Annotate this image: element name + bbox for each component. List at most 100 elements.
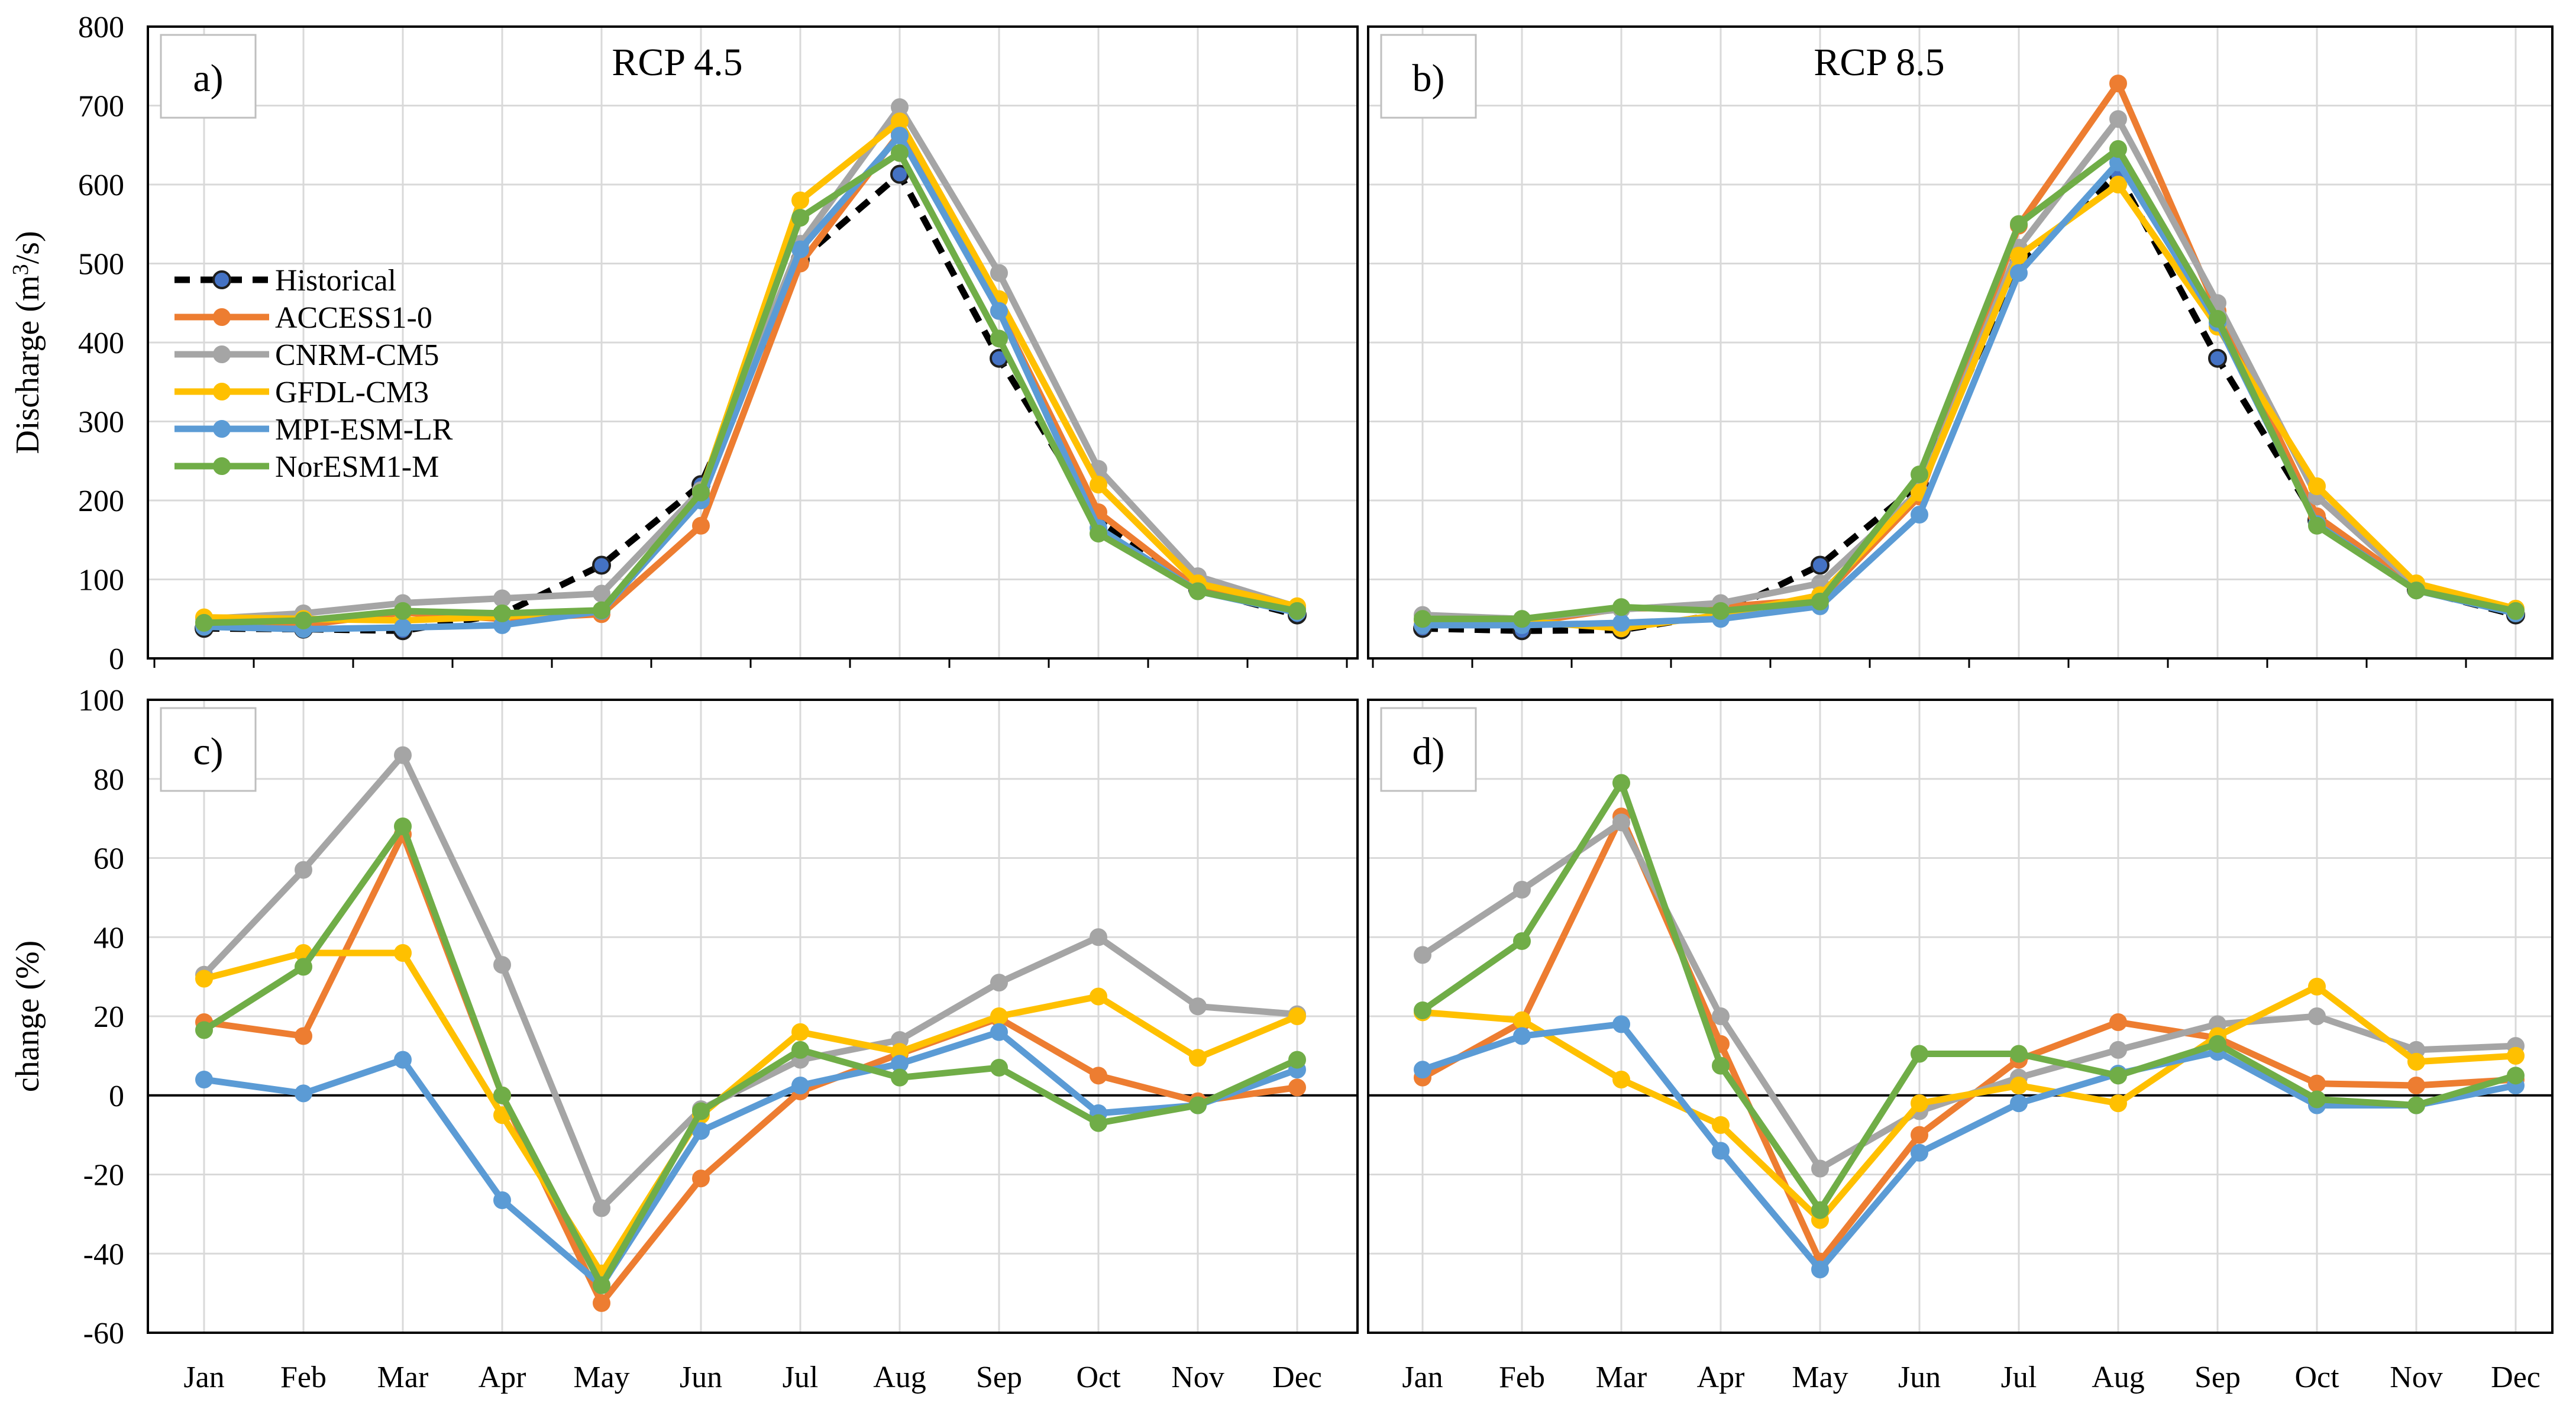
point-noresm1-m-jan (195, 1021, 213, 1039)
legend-label: CNRM-CM5 (275, 338, 439, 372)
series-line-gfdl-cm3 (1419, 983, 2519, 1223)
legend-item-access1-0: ACCESS1-0 (174, 301, 432, 335)
legend-marker (212, 270, 231, 289)
y-tick-label: 600 (78, 169, 124, 202)
x-tick-label: Sep (2194, 1361, 2241, 1394)
x-tick-label: Jun (1898, 1361, 1941, 1394)
point-cnrm-cm5-sep (990, 974, 1008, 992)
series-line-mpi-esm-lr (1419, 1020, 2519, 1273)
point-cnrm-cm5-mar (394, 746, 412, 764)
point-noresm1-m-jul (2010, 215, 2028, 233)
point-access1-0-jun (692, 1169, 710, 1188)
point-noresm1-m-nov (2407, 581, 2425, 600)
point-historical-may (1811, 555, 1830, 575)
point-noresm1-m-jul (791, 1041, 809, 1059)
series-line-historical (1422, 171, 2517, 634)
series-line-noresm1-m (1419, 779, 2519, 1214)
point-cnrm-cm5-may (1811, 1159, 1829, 1178)
legend-item-historical: Historical (174, 264, 396, 298)
series-noresm1-m (1414, 140, 2525, 628)
legend-marker (213, 457, 231, 475)
point-mpi-esm-lr-jun (1911, 506, 1928, 524)
point-mpi-esm-lr-mar (1612, 613, 1630, 632)
x-tick-label: Apr (1697, 1361, 1745, 1394)
point-mpi-esm-lr-jun (1911, 1143, 1928, 1162)
plot-area (147, 699, 1359, 1334)
point-noresm1-m-sep (2209, 309, 2226, 328)
point-noresm1-m-dec (1288, 602, 1306, 620)
point-noresm1-m-mar (394, 602, 412, 620)
point-noresm1-m-feb (295, 611, 312, 629)
y-tick-label: 100 (78, 564, 124, 597)
y-tick-label: 80 (93, 763, 124, 797)
point-cnrm-cm5-apr (493, 956, 511, 974)
point-mpi-esm-lr-sep (990, 1023, 1008, 1041)
legend-marker (213, 345, 231, 363)
y-tick-label: 700 (78, 90, 124, 124)
point-mpi-esm-lr-jan (195, 1071, 213, 1088)
point-noresm1-m-aug (891, 144, 909, 162)
panel-label: d) (1413, 730, 1445, 773)
y-tick-label: -40 (83, 1237, 124, 1271)
point-noresm1-m-nov (1189, 1096, 1207, 1114)
point-gfdl-cm3-jul (2010, 247, 2028, 265)
point-access1-0-oct (1090, 1067, 1107, 1085)
point-gfdl-cm3-jul (791, 191, 809, 209)
point-cnrm-cm5-apr (493, 589, 511, 608)
plot-area (1367, 25, 2554, 660)
series-line-mpi-esm-lr (1419, 159, 2519, 629)
series-line-noresm1-m (201, 150, 1301, 626)
series-noresm1-m (1414, 774, 2525, 1219)
x-tick-label: Feb (280, 1361, 327, 1394)
point-cnrm-cm5-oct (2308, 1007, 2326, 1025)
point-cnrm-cm5-feb (295, 861, 312, 879)
point-noresm1-m-oct (2308, 516, 2326, 535)
point-cnrm-cm5-sep (990, 264, 1008, 282)
y-tick-label: 0 (109, 1080, 124, 1113)
point-gfdl-cm3-aug (2109, 176, 2127, 193)
point-noresm1-m-jan (1414, 1001, 1431, 1019)
series-line-noresm1-m (1419, 146, 2519, 622)
panel-label-box (1380, 34, 1477, 119)
point-noresm1-m-apr (1712, 1056, 1730, 1075)
x-tick-label: Jun (680, 1361, 722, 1394)
point-noresm1-m-nov (2407, 1096, 2425, 1114)
point-access1-0-may (593, 1294, 610, 1312)
series-gfdl-cm3 (1414, 176, 2525, 638)
x-tick-label: Oct (2294, 1361, 2339, 1394)
point-noresm1-m-jun (1911, 1045, 1928, 1063)
point-noresm1-m-may (593, 601, 610, 619)
legend-marker (213, 308, 231, 326)
x-tick-label: Mar (377, 1361, 429, 1394)
x-tick-label: Jul (783, 1361, 819, 1394)
point-mpi-esm-lr-jul (791, 240, 809, 259)
point-noresm1-m-jul (2010, 1045, 2028, 1063)
point-mpi-esm-lr-aug (891, 127, 909, 145)
point-noresm1-m-dec (2507, 1067, 2525, 1085)
point-mpi-esm-lr-sep (990, 302, 1008, 320)
point-gfdl-cm3-nov (2407, 1052, 2425, 1071)
point-cnrm-cm5-feb (1513, 881, 1531, 899)
point-access1-0-aug (2109, 75, 2127, 93)
x-tick-label: Feb (1499, 1361, 1545, 1394)
x-tick-label: Dec (1272, 1361, 1322, 1394)
series-line-cnrm-cm5 (201, 752, 1301, 1211)
y-tick-label: 200 (78, 484, 124, 518)
point-cnrm-cm5-mar (1612, 813, 1630, 832)
series-line-cnrm-cm5 (1419, 819, 2519, 1172)
point-access1-0-jun (1911, 1126, 1928, 1144)
point-noresm1-m-feb (295, 958, 312, 976)
point-noresm1-m-aug (2109, 1067, 2127, 1085)
point-cnrm-cm5-nov (1189, 997, 1207, 1016)
point-noresm1-m-may (593, 1276, 610, 1294)
y-axis-title: Discharge (m3/s) (8, 231, 46, 454)
legend-item-mpi-esm-lr: MPI-ESM-LR (174, 413, 453, 447)
panel-title: RCP 8.5 (1814, 41, 1944, 84)
point-mpi-esm-lr-jul (791, 1077, 809, 1095)
panel-label: b) (1413, 57, 1445, 100)
x-tick-label: May (1792, 1361, 1848, 1394)
point-noresm1-m-oct (1090, 1114, 1107, 1132)
point-noresm1-m-nov (1189, 582, 1207, 600)
panel-label-box (160, 707, 257, 792)
point-gfdl-cm3-feb (1513, 1011, 1531, 1029)
